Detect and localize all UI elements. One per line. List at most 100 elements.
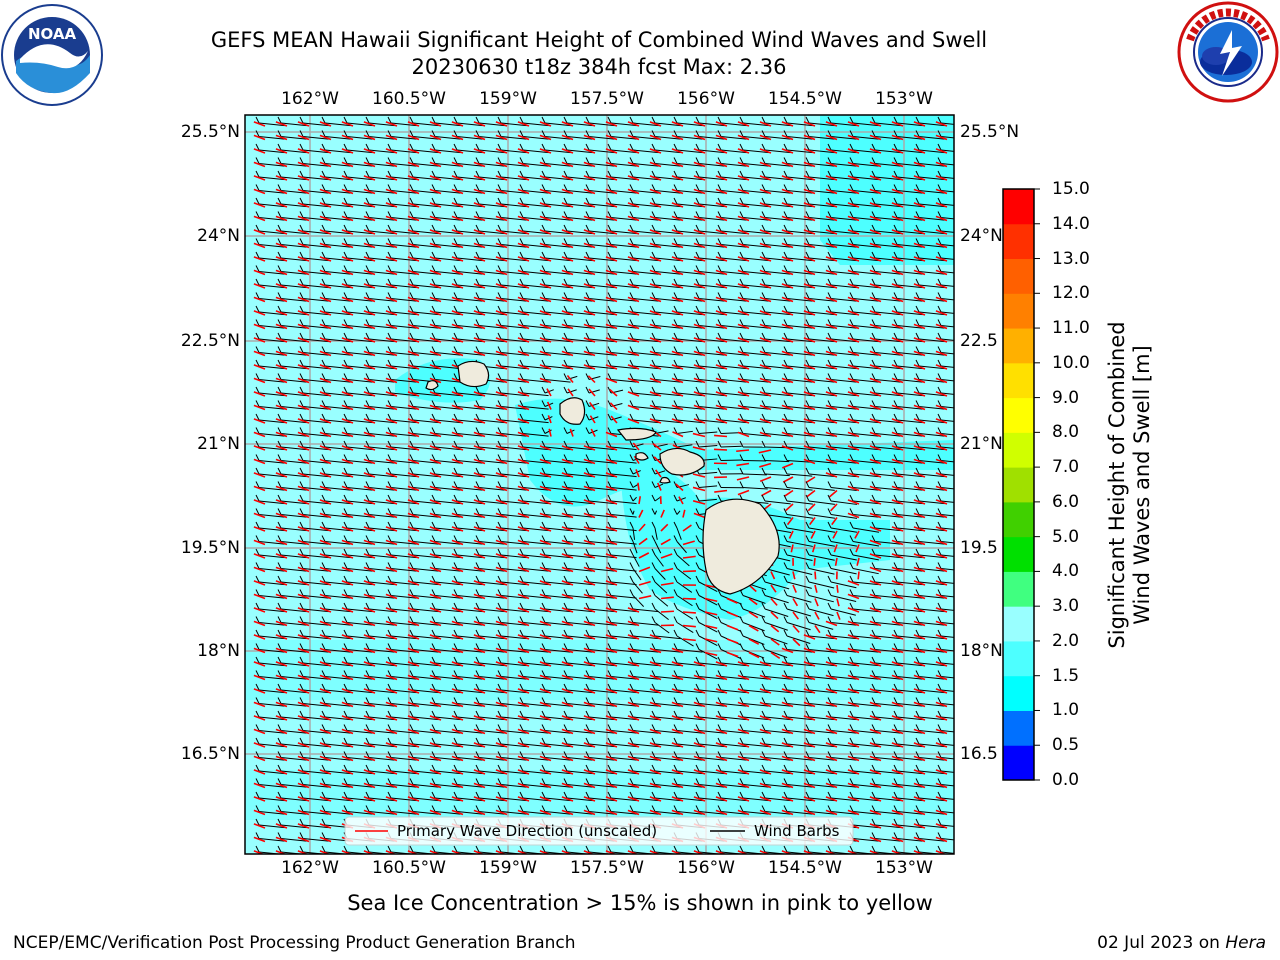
wind-barb — [918, 379, 945, 383]
wind-barb — [698, 662, 725, 667]
wave-direction-arrow — [297, 512, 310, 519]
wind-barb-feather — [343, 130, 348, 137]
wave-direction-arrow — [935, 580, 948, 586]
wave-direction-arrow — [517, 148, 530, 154]
wind-barb-feather — [739, 710, 744, 718]
wind-barb-feather — [651, 508, 656, 515]
wave-direction-arrow — [495, 647, 508, 654]
wind-barb — [390, 460, 417, 464]
wind-barb — [522, 689, 549, 694]
wind-barb — [720, 284, 747, 289]
wave-direction-arrow — [319, 296, 332, 303]
wind-barb-feather — [915, 602, 920, 610]
wind-barb-feather — [915, 359, 920, 367]
wave-direction-arrow — [748, 611, 759, 619]
wind-barb — [412, 257, 439, 262]
wind-barb-feather — [519, 346, 524, 353]
wave-direction-arrow — [341, 283, 354, 289]
wind-barb-feather — [651, 535, 656, 542]
wind-barb-feather — [431, 359, 436, 367]
wind-barb-feather — [563, 791, 568, 799]
wave-direction-arrow — [275, 742, 288, 748]
wind-barb — [500, 446, 527, 451]
sea-height-band — [245, 640, 954, 700]
wind-barb — [346, 460, 373, 464]
wind-barb — [544, 730, 571, 734]
wave-direction-arrow — [635, 469, 640, 478]
wind-barb-feather — [255, 791, 260, 799]
wave-direction-arrow — [495, 121, 508, 127]
wind-barb — [786, 689, 813, 694]
wind-barb-feather — [299, 427, 304, 434]
wave-direction-arrow — [561, 593, 574, 600]
wind-barb — [346, 392, 373, 397]
wind-barb — [434, 784, 461, 788]
wind-barb-feather — [739, 143, 744, 151]
wind-barb-feather — [871, 643, 876, 650]
wave-direction-arrow — [407, 188, 420, 195]
wind-barb — [896, 122, 923, 127]
wave-direction-arrow — [363, 418, 376, 424]
wind-barb-feather — [651, 575, 656, 583]
wave-direction-arrow — [726, 624, 739, 631]
wave-direction-arrow — [847, 256, 860, 262]
wave-direction-arrow — [407, 580, 420, 586]
wave-direction-arrow — [341, 620, 354, 627]
wind-barb-feather — [827, 535, 832, 542]
wave-direction-arrow — [737, 283, 750, 289]
wind-barb — [874, 446, 901, 451]
wind-barb — [258, 730, 285, 734]
wave-direction-arrow — [341, 526, 354, 532]
wind-barb-feather — [409, 319, 414, 326]
wave-direction-arrow — [517, 188, 530, 195]
wave-direction-arrow — [671, 215, 684, 222]
wind-barb-feather — [299, 157, 304, 164]
wave-direction-arrow — [605, 728, 618, 735]
wind-barb — [280, 730, 307, 734]
wind-barb — [346, 554, 373, 559]
wind-barb-feather — [871, 359, 876, 367]
wind-barb-feather — [453, 697, 458, 704]
wind-barb-feather — [717, 346, 722, 353]
wind-barb-feather — [849, 197, 854, 205]
wind-barb-feather — [805, 278, 810, 286]
wave-direction-arrow — [561, 296, 574, 303]
wave-direction-arrow — [649, 701, 662, 708]
wind-barb — [830, 365, 857, 370]
wind-barb-feather — [519, 643, 524, 650]
wind-barb-feather — [805, 521, 810, 529]
wind-barb — [808, 730, 835, 734]
wind-barb — [478, 554, 505, 559]
wave-direction-arrow — [319, 458, 332, 465]
wind-barb — [720, 459, 743, 461]
wind-barb-feather — [607, 481, 612, 488]
wave-direction-arrow — [275, 539, 288, 546]
wind-barb-feather — [827, 413, 832, 421]
wind-barb — [302, 784, 329, 788]
wind-barb-feather — [849, 170, 854, 178]
wave-direction-arrow — [813, 557, 816, 566]
wind-barb — [456, 500, 483, 505]
wave-direction-arrow — [275, 337, 288, 343]
wind-barb-feather — [761, 683, 766, 691]
wave-direction-arrow — [341, 269, 354, 276]
wind-barb — [698, 379, 725, 383]
wind-barb — [456, 271, 483, 275]
wind-barb — [830, 257, 857, 262]
wind-barb-feather — [409, 494, 414, 502]
wave-direction-arrow — [473, 742, 486, 748]
wind-barb — [434, 730, 461, 734]
wave-direction-arrow — [605, 647, 618, 654]
wave-direction-arrow — [253, 148, 266, 154]
wind-barb-feather — [299, 616, 304, 623]
wind-barb-feather — [673, 197, 678, 205]
wave-direction-arrow — [275, 526, 288, 532]
wind-barb — [720, 190, 747, 194]
wind-barb-feather — [255, 494, 260, 502]
wind-barb-feather — [761, 157, 766, 164]
wave-direction-arrow — [363, 607, 376, 613]
wind-barb — [764, 365, 791, 370]
wind-barb — [500, 244, 527, 248]
wave-direction-arrow — [539, 566, 552, 573]
wave-direction-arrow — [319, 728, 332, 735]
